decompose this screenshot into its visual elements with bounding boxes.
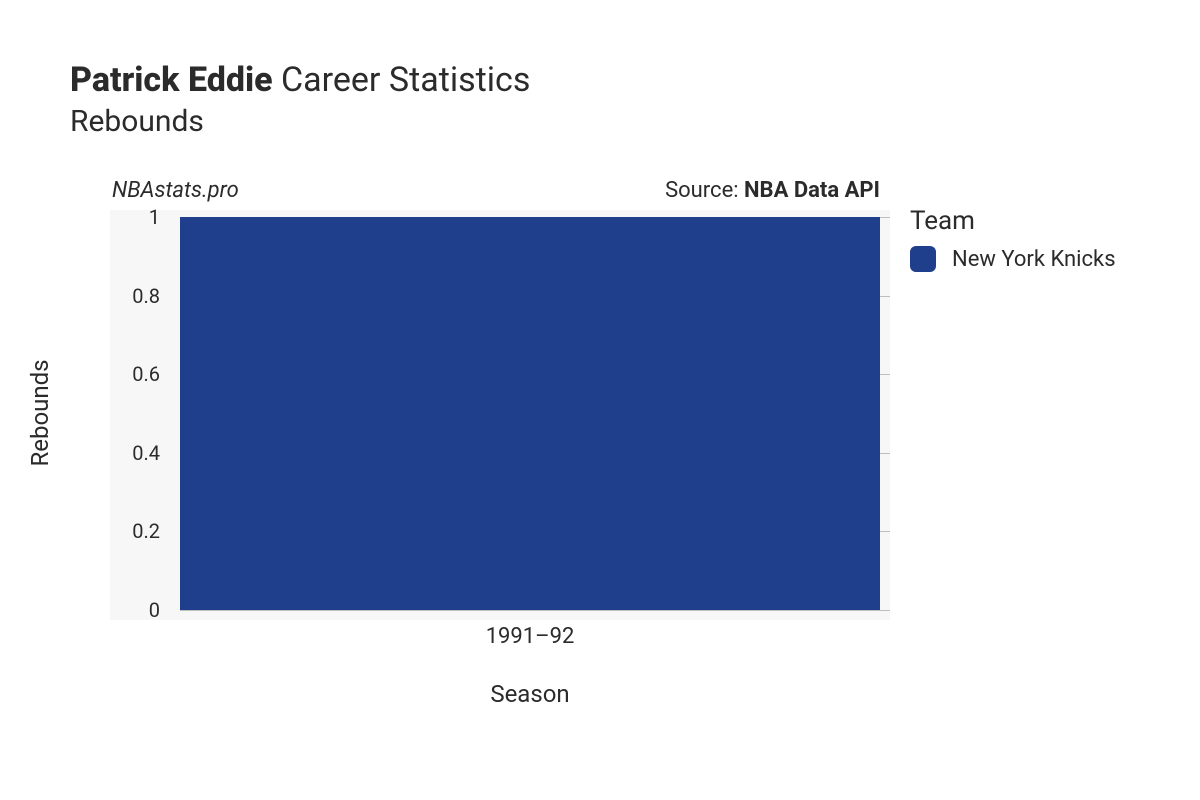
legend-title: Team: [910, 206, 1116, 236]
x-tick-label: 1991–92: [486, 624, 575, 649]
y-tick-label: 0.2: [100, 519, 160, 543]
gridline: [180, 610, 890, 611]
y-tick-label: 0.8: [100, 284, 160, 308]
y-tick-label: 1: [100, 205, 160, 229]
x-axis-title: Season: [490, 680, 569, 708]
title-block: Patrick Eddie Career Statistics Rebounds: [70, 60, 530, 139]
y-tick-label: 0.6: [100, 362, 160, 386]
legend-swatch: [910, 246, 936, 272]
legend: Team New York Knicks: [910, 206, 1116, 272]
watermark-text: NBAstats.pro: [112, 178, 239, 203]
source-name: NBA Data API: [744, 178, 880, 203]
legend-items: New York Knicks: [910, 246, 1116, 272]
chart-subtitle: Rebounds: [70, 104, 530, 139]
bar: [180, 217, 880, 610]
legend-label: New York Knicks: [952, 247, 1116, 272]
title-suffix: Career Statistics: [281, 60, 530, 100]
y-tick-label: 0: [100, 598, 160, 622]
plot-area: [180, 217, 880, 610]
legend-item: New York Knicks: [910, 246, 1116, 272]
chart-title: Patrick Eddie Career Statistics: [70, 60, 530, 100]
chart-canvas: Patrick Eddie Career Statistics Rebounds…: [0, 0, 1200, 800]
title-player-name: Patrick Eddie: [70, 60, 273, 100]
y-tick-label: 0.4: [100, 441, 160, 465]
source-prefix: Source:: [665, 178, 744, 203]
source-attribution: Source: NBA Data API: [665, 178, 880, 203]
y-axis-title: Rebounds: [26, 359, 54, 466]
